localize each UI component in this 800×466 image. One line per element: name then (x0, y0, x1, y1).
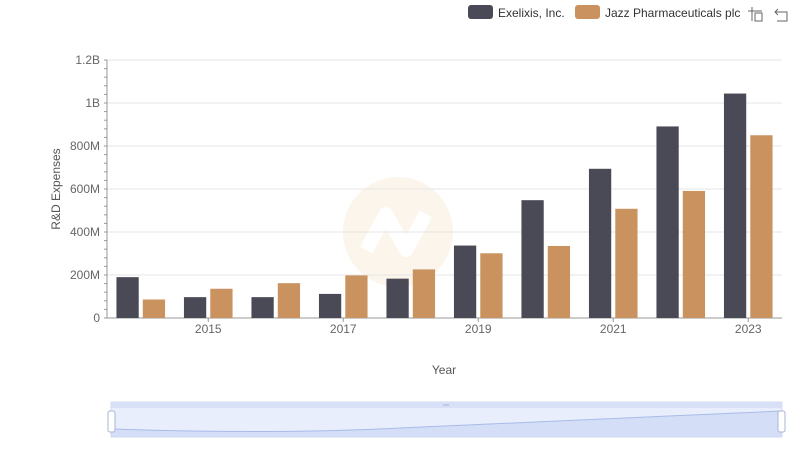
bar-exelixis-2019[interactable] (453, 245, 477, 318)
bars (116, 93, 773, 318)
data-zoom-preview-area (111, 411, 782, 437)
legend-label-exelixis: Exelixis, Inc. (498, 6, 565, 20)
x-axis: 2015 2017 2019 2021 2023 (107, 317, 782, 336)
x-tick-label: 2019 (465, 322, 492, 336)
bar-exelixis-2015[interactable] (183, 297, 207, 318)
bar-exelixis-2016[interactable] (251, 297, 274, 318)
y-axis: 0 200M 400M 600M 800M 1B 1.2B (70, 53, 108, 325)
legend-swatch-exelixis (468, 5, 493, 19)
data-zoom-left-handle[interactable] (107, 410, 116, 433)
legend-swatch-jazz (575, 5, 600, 19)
y-tick-label: 800M (70, 139, 100, 153)
legend: Exelixis, Inc. Jazz Pharmaceuticals plc (468, 5, 740, 20)
y-tick-label: 600M (70, 182, 100, 196)
y-tick-label: 1B (85, 96, 100, 110)
bar-jazz-2022[interactable] (682, 190, 706, 318)
bar-exelixis-2014[interactable] (116, 277, 139, 318)
y-axis-title: R&D Expenses (49, 148, 63, 229)
bar-jazz-2021[interactable] (615, 208, 638, 318)
y-tick-label: 200M (70, 268, 100, 282)
x-tick-label: 2021 (600, 322, 627, 336)
bar-jazz-2023[interactable] (750, 135, 773, 318)
bar-jazz-2019[interactable] (480, 253, 503, 318)
bar-exelixis-2017[interactable] (318, 293, 342, 318)
bar-exelixis-2020[interactable] (521, 200, 544, 318)
bar-exelixis-2018[interactable] (386, 278, 409, 318)
y-tick-label: 1.2B (75, 53, 100, 67)
x-tick-label: 2017 (330, 322, 357, 336)
bar-jazz-2014[interactable] (142, 299, 166, 318)
data-zoom-slider[interactable] (107, 401, 786, 438)
legend-item-jazz[interactable]: Jazz Pharmaceuticals plc (575, 5, 740, 20)
x-tick-label: 2023 (735, 322, 762, 336)
bar-exelixis-2022[interactable] (656, 126, 679, 318)
legend-item-exelixis[interactable]: Exelixis, Inc. (468, 5, 565, 20)
bar-jazz-2020[interactable] (547, 245, 571, 318)
bar-jazz-2017[interactable] (345, 275, 368, 318)
bar-exelixis-2021[interactable] (588, 168, 612, 318)
bar-jazz-2015[interactable] (210, 288, 233, 318)
y-tick-label: 400M (70, 225, 100, 239)
x-tick-label: 2015 (195, 322, 222, 336)
bar-jazz-2016[interactable] (277, 283, 301, 318)
zoom-reset-icon[interactable] (774, 8, 788, 22)
y-tick-label: 0 (93, 311, 100, 325)
legend-label-jazz: Jazz Pharmaceuticals plc (605, 6, 740, 20)
x-axis-title: Year (432, 363, 456, 377)
bar-exelixis-2023[interactable] (723, 93, 747, 318)
bar-jazz-2018[interactable] (412, 269, 436, 318)
data-zoom-right-handle[interactable] (777, 410, 786, 433)
data-zoom-preview-line (110, 410, 783, 432)
zoom-area-icon[interactable] (748, 7, 763, 22)
